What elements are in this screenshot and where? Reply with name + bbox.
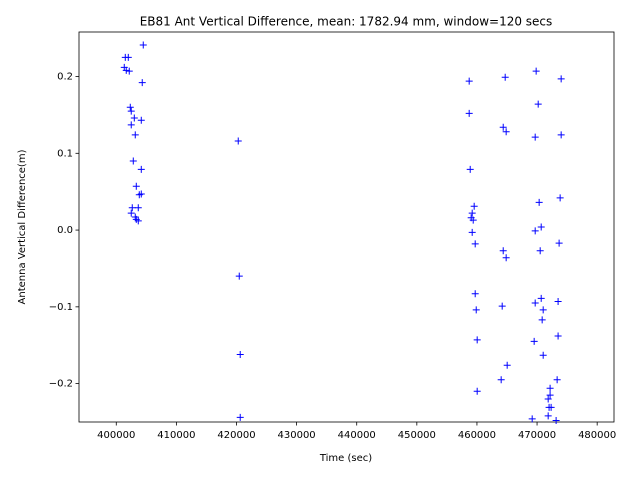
data-point — [537, 294, 545, 302]
data-point — [470, 202, 478, 210]
data-point — [465, 109, 473, 117]
data-point — [465, 77, 473, 85]
data-point — [127, 121, 135, 129]
data-point — [127, 107, 135, 115]
data-point — [124, 53, 132, 61]
y-tick-label: −0.2 — [49, 379, 73, 390]
data-point — [469, 216, 477, 224]
data-point — [236, 413, 244, 421]
data-point — [535, 198, 543, 206]
data-point — [132, 215, 140, 223]
y-axis-label: Antenna Vertical Difference(m) — [17, 149, 28, 304]
data-point — [554, 332, 562, 340]
data-point — [497, 376, 505, 384]
data-point — [130, 114, 138, 122]
data-point — [236, 350, 244, 358]
data-point — [137, 190, 145, 198]
data-point — [557, 75, 565, 83]
data-point — [554, 297, 562, 305]
data-point — [546, 391, 554, 399]
data-point — [531, 299, 539, 307]
data-point — [531, 133, 539, 141]
data-point — [499, 123, 507, 131]
y-tick-label: 0.1 — [57, 148, 73, 159]
data-point — [127, 209, 135, 217]
data-point — [466, 165, 474, 173]
y-tick-label: 0.0 — [57, 225, 73, 236]
data-point — [528, 415, 536, 423]
data-point — [503, 361, 511, 369]
y-tick-label: −0.1 — [49, 302, 73, 313]
data-point — [234, 137, 242, 145]
data-point — [125, 67, 133, 75]
data-point — [534, 100, 542, 108]
data-point — [235, 272, 243, 280]
data-point — [555, 239, 563, 247]
data-point — [552, 416, 560, 424]
data-point — [122, 66, 130, 74]
data-point — [547, 403, 555, 411]
data-point — [539, 306, 547, 314]
data-point — [471, 240, 479, 248]
y-tick-label: 0.2 — [57, 72, 73, 83]
data-point — [539, 351, 547, 359]
data-point — [128, 204, 136, 212]
data-point — [498, 302, 506, 310]
chart-title: EB81 Ant Vertical Difference, mean: 1782… — [140, 15, 553, 29]
data-point — [531, 227, 539, 235]
x-tick-label: 430000 — [278, 430, 316, 441]
data-point — [129, 157, 137, 165]
data-point — [132, 182, 140, 190]
data-point — [499, 247, 507, 255]
x-tick-label: 440000 — [338, 430, 376, 441]
data-point — [471, 290, 479, 298]
data-point — [530, 337, 538, 345]
data-point — [544, 395, 552, 403]
x-tick-label: 480000 — [578, 430, 616, 441]
data-point — [139, 41, 147, 49]
data-point — [556, 194, 564, 202]
data-point — [134, 204, 142, 212]
data-point — [502, 254, 510, 262]
data-point — [502, 128, 510, 136]
data-point — [468, 209, 476, 217]
data-point — [536, 247, 544, 255]
x-tick-label: 400000 — [97, 430, 135, 441]
x-axis-label: Time (sec) — [319, 453, 372, 464]
data-point — [546, 384, 554, 392]
plot-frame — [78, 31, 615, 423]
data-point — [544, 412, 552, 420]
data-point — [472, 306, 480, 314]
data-point — [537, 223, 545, 231]
x-tick-label: 410000 — [157, 430, 195, 441]
data-point — [126, 103, 134, 111]
data-point — [538, 316, 546, 324]
data-point — [138, 79, 146, 87]
data-point — [473, 336, 481, 344]
data-point — [501, 73, 509, 81]
x-tick-label: 450000 — [398, 430, 436, 441]
data-point — [468, 228, 476, 236]
data-point — [553, 376, 561, 384]
data-point — [137, 165, 145, 173]
x-tick-label: 470000 — [518, 430, 556, 441]
data-point — [473, 387, 481, 395]
x-tick-label: 460000 — [458, 430, 496, 441]
data-point — [557, 131, 565, 139]
x-tick-label: 420000 — [217, 430, 255, 441]
data-point — [131, 131, 139, 139]
data-point — [137, 116, 145, 124]
data-point — [532, 67, 540, 75]
